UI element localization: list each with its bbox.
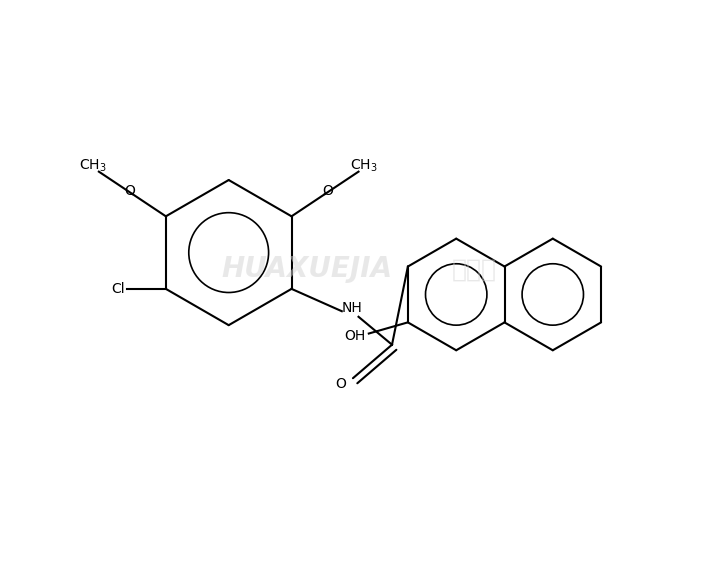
Text: NH: NH: [342, 301, 362, 315]
Text: O: O: [323, 184, 333, 198]
Text: 化学加: 化学加: [452, 257, 497, 281]
Text: CH$_3$: CH$_3$: [79, 158, 107, 174]
Text: O: O: [124, 184, 135, 198]
Text: CH$_3$: CH$_3$: [350, 158, 378, 174]
Text: HUAXUEJIA: HUAXUEJIA: [221, 255, 392, 283]
Text: O: O: [335, 377, 346, 391]
Text: OH: OH: [344, 329, 366, 343]
Text: Cl: Cl: [112, 282, 125, 296]
